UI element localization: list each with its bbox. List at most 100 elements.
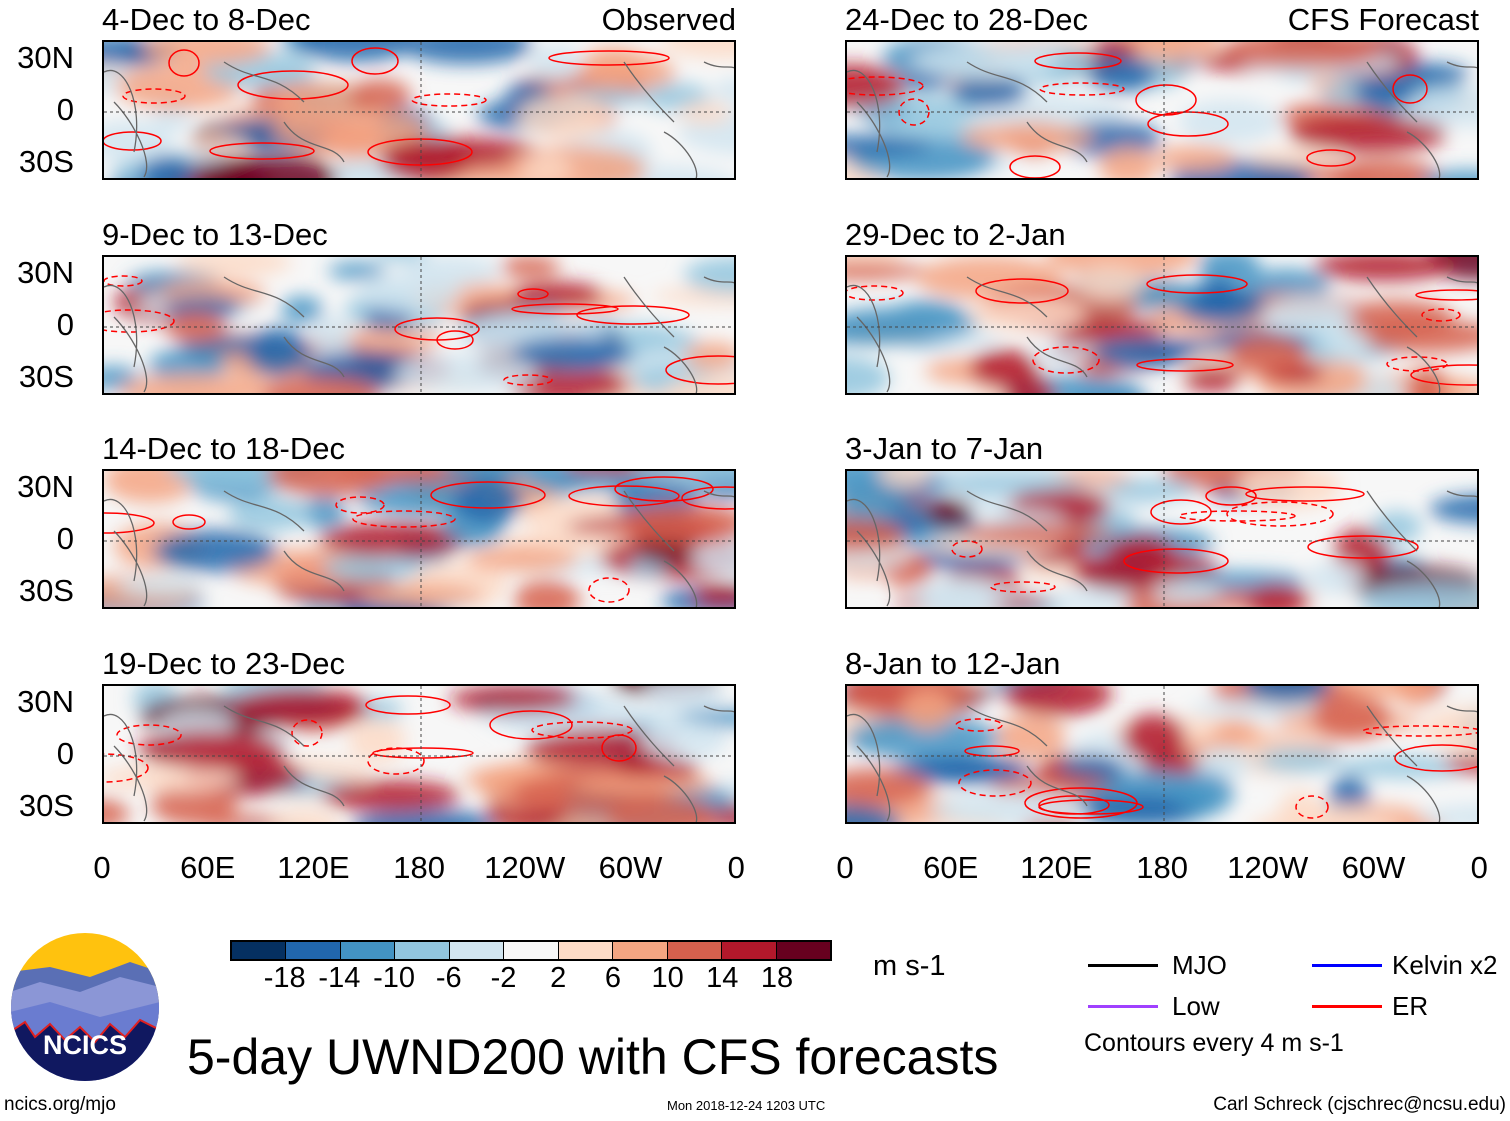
er-contour [898,98,930,126]
wind-anomaly-blob [394,354,536,392]
wind-anomaly-blob [380,138,470,178]
footer-timestamp: Mon 2018-12-24 1203 UTC [667,1098,826,1113]
wind-anomaly-blob [267,471,395,497]
wind-anomaly-blob [176,257,292,277]
wind-anomaly-blob [294,42,418,62]
er-contour [237,70,349,100]
er-contour [847,285,904,301]
wind-anomaly-blob [1340,756,1470,778]
wind-anomaly-blob [1154,145,1236,171]
colorbar-swatch [232,942,287,959]
lat-label: 0 [56,521,74,556]
map-panel-observed-4 [102,684,736,824]
er-contour [365,695,451,715]
wind-anomaly-blob [1224,42,1384,68]
footer-credit: Carl Schreck (cjschrec@ncsu.edu) [1213,1094,1506,1115]
er-contour [1178,510,1296,522]
continents [104,490,734,607]
figure-title: 5-day UWND200 with CFS forecasts [187,1029,999,1085]
wind-anomaly-blob [847,478,907,522]
wind-anomaly-blob [713,78,734,104]
wind-anomaly-blob [615,504,734,546]
lat-label: 30S [18,573,74,608]
er-contour [172,514,206,530]
legend-er-label: ER [1392,991,1429,1021]
er-contour [1039,82,1125,96]
map-panel-forecast-4 [845,684,1479,824]
er-contour [1421,308,1461,322]
wind-anomaly-blob [1108,770,1190,786]
er-contour [367,747,425,775]
continents [104,276,734,393]
wind-anomaly-blob [891,757,1023,783]
wind-anomaly-blob [678,102,732,124]
wind-anomaly-blob [1245,585,1307,607]
er-contour [104,753,149,783]
wind-anomaly-blob [1289,115,1447,153]
er-contour [1392,74,1428,104]
wind-anomaly-blob [328,328,444,348]
wind-anomaly-blob [847,321,940,345]
lat-label: 30N [17,469,74,504]
wind-anomaly-blob [104,471,196,503]
lon-label: 0 [1470,850,1488,885]
wind-anomaly-blob [1122,714,1186,762]
lon-label: 120E [1020,850,1093,885]
panel-title: 29-Dec to 2-Jan [845,217,1066,252]
er-contour [1415,289,1477,301]
colorbar-swatch [776,942,830,959]
er-contour [104,309,175,333]
er-contour [1024,787,1138,819]
wind-anomaly-blob [847,64,906,108]
er-contour [511,303,619,315]
wind-anomaly-blob [261,376,381,393]
lat-label: 30N [17,684,74,719]
er-contour [209,142,315,160]
footer-url[interactable]: ncics.org/mjo [4,1094,116,1115]
er-contour [975,278,1069,304]
er-contour [291,719,323,747]
wind-anomaly-blob [1339,300,1453,336]
colorbar-swatch [449,942,505,959]
wind-anomaly-blob [302,497,346,529]
wind-anomaly-blob [151,782,237,822]
wind-anomaly-blob [951,74,1027,108]
colorbar-label: -2 [490,962,517,994]
wind-anomaly-blob [878,471,930,488]
er-contour [1394,744,1477,772]
continents [847,61,1477,178]
wind-anomaly-blob [900,72,950,90]
er-contour [1386,356,1448,372]
colorbar-label: 2 [550,962,567,994]
wind-anomaly-blob [574,776,716,794]
wind-anomaly-blob [523,472,661,492]
er-contour [955,718,1003,732]
er-contour [430,481,546,509]
er-contour [601,734,637,762]
er-contour [990,581,1056,593]
er-contour [576,305,690,325]
wind-anomaly-blob [692,584,734,607]
lon-label: 120W [484,850,566,885]
lon-label: 60E [923,850,979,885]
wind-anomaly-blob [228,497,312,531]
er-contour [1205,486,1257,506]
colorbar-swatch [395,942,450,959]
wind-anomaly-blob [1183,366,1241,392]
lon-label: 60W [598,850,663,885]
lat-label: 30N [17,40,74,75]
lon-label: 0 [836,850,854,885]
wind-anomaly-blob [847,135,931,157]
wind-anomaly-blob [104,765,240,791]
wind-anomaly-blob [1004,686,1112,716]
er-contour [1410,364,1477,386]
er-contour [104,131,162,151]
er-contour [351,47,399,75]
legend-er-line [1312,1005,1382,1008]
wind-anomaly-blob [319,522,469,558]
colorbar-label: -14 [318,962,361,994]
wind-anomaly-blob [449,686,577,712]
colorbar-units: m s-1 [873,950,946,982]
wind-anomaly-blob [1092,338,1194,368]
logo-text: NCICS [43,1030,127,1060]
